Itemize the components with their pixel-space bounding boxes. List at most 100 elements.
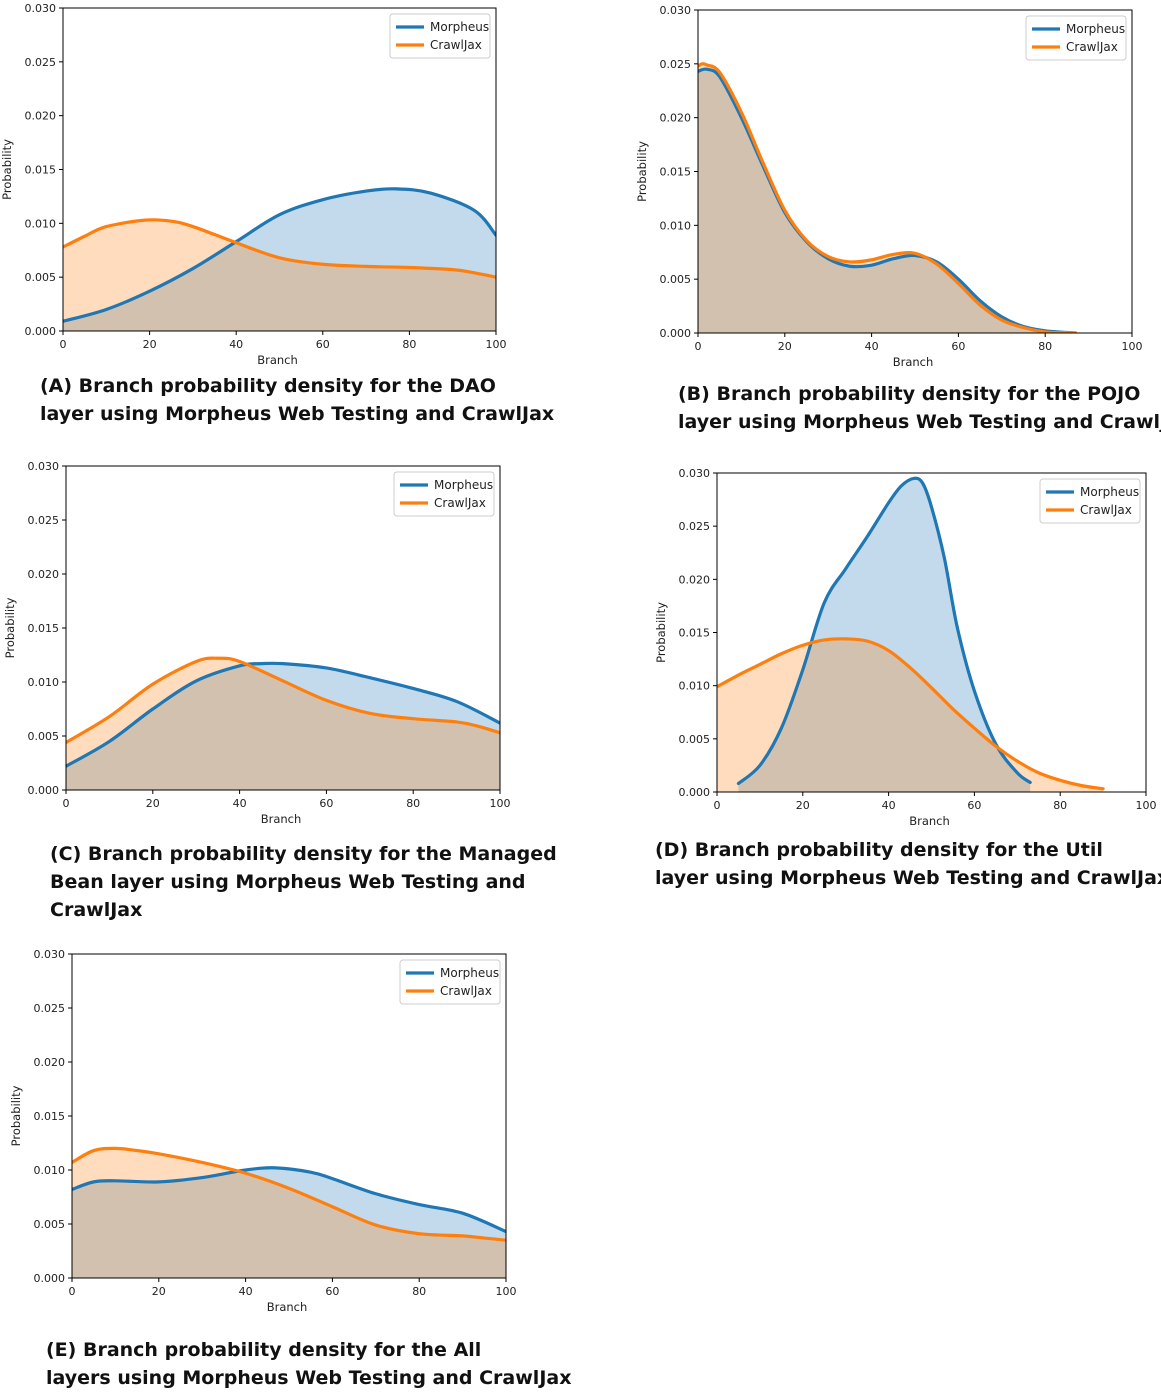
x-axis-label: Branch — [909, 814, 950, 828]
legend-box — [399, 959, 501, 1005]
x-tick-label: 40 — [229, 338, 243, 351]
y-tick-label: 0.030 — [660, 4, 692, 17]
y-tick-label: 0.000 — [28, 784, 60, 797]
y-tick-label: 0.005 — [28, 730, 60, 743]
caption-c-line-3: CrawlJax — [50, 899, 143, 921]
caption-e: (E) Branch probability density for the A… — [46, 1336, 571, 1392]
caption-a-line-1: (A) Branch probability density for the D… — [40, 375, 496, 397]
y-axis-label: Probability — [3, 597, 17, 658]
caption-b: (B) Branch probability density for the P… — [678, 380, 1161, 436]
legend-label-crawljax: CrawlJax — [434, 496, 486, 510]
y-tick-label: 0.010 — [34, 1164, 66, 1177]
legend-label-crawljax: CrawlJax — [1066, 40, 1118, 54]
y-tick-label: 0.015 — [660, 166, 692, 179]
x-tick-label: 80 — [1038, 340, 1052, 353]
line-morpheus — [736, 476, 1032, 786]
x-tick-label: 60 — [325, 1285, 339, 1298]
legend: Morpheus CrawlJax — [1039, 478, 1141, 524]
caption-a: (A) Branch probability density for the D… — [40, 372, 554, 428]
line-crawljax — [66, 656, 500, 745]
caption-e-line-1: (E) Branch probability density for the A… — [46, 1339, 482, 1361]
x-tick-label: 0 — [63, 797, 70, 810]
y-tick-label: 0.030 — [34, 948, 66, 961]
legend-box — [1025, 15, 1127, 61]
legend-label-crawljax: CrawlJax — [1080, 503, 1132, 517]
x-tick-label: 20 — [143, 338, 157, 351]
x-tick-label: 100 — [496, 1285, 517, 1298]
y-axis-label: Probability — [635, 141, 649, 202]
x-axis-label: Branch — [893, 355, 934, 369]
area-crawljax — [66, 658, 500, 790]
x-tick-label: 100 — [490, 797, 511, 810]
x-tick-label: 80 — [1053, 799, 1067, 812]
x-tick-label: 60 — [319, 797, 333, 810]
y-tick-label: 0.025 — [34, 1002, 66, 1015]
y-tick-label: 0.000 — [679, 786, 711, 799]
caption-d-line-1: (D) Branch probability density for the U… — [655, 839, 1103, 861]
y-tick-label: 0.020 — [34, 1056, 66, 1069]
area-crawljax — [63, 219, 496, 331]
legend-label-morpheus: Morpheus — [440, 966, 499, 980]
legend-label-crawljax: CrawlJax — [430, 38, 482, 52]
legend-label-crawljax: CrawlJax — [440, 984, 492, 998]
y-tick-label: 0.015 — [25, 164, 57, 177]
legend-label-morpheus: Morpheus — [430, 20, 489, 34]
y-tick-label: 0.010 — [28, 676, 60, 689]
x-tick-label: 0 — [695, 340, 702, 353]
y-tick-label: 0.000 — [25, 325, 57, 338]
y-tick-label: 0.000 — [660, 327, 692, 340]
area-morpheus — [72, 1167, 506, 1278]
y-tick-label: 0.015 — [34, 1110, 66, 1123]
x-tick-label: 0 — [714, 799, 721, 812]
y-tick-label: 0.030 — [25, 2, 57, 15]
x-tick-label: 40 — [233, 797, 247, 810]
x-tick-label: 100 — [1136, 799, 1157, 812]
y-tick-label: 0.020 — [660, 112, 692, 125]
legend-box — [389, 13, 491, 59]
x-tick-label: 80 — [402, 338, 416, 351]
caption-c-line-1: (C) Branch probability density for the M… — [50, 843, 557, 865]
x-axis-label: Branch — [257, 353, 298, 367]
caption-b-line-1: (B) Branch probability density for the P… — [678, 383, 1141, 405]
line-crawljax — [698, 62, 1078, 333]
legend: Morpheus CrawlJax — [389, 13, 491, 59]
y-axis-label: Probability — [654, 602, 668, 663]
y-tick-label: 0.020 — [28, 568, 60, 581]
y-tick-label: 0.015 — [28, 622, 60, 635]
y-tick-label: 0.000 — [34, 1272, 66, 1285]
y-tick-label: 0.010 — [679, 680, 711, 693]
y-tick-label: 0.005 — [679, 733, 711, 746]
x-tick-label: 20 — [152, 1285, 166, 1298]
caption-b-line-2: layer using Morpheus Web Testing and Cra… — [678, 411, 1161, 433]
x-tick-label: 80 — [412, 1285, 426, 1298]
x-tick-label: 20 — [778, 340, 792, 353]
x-tick-label: 0 — [60, 338, 67, 351]
x-tick-label: 0 — [69, 1285, 76, 1298]
legend-label-morpheus: Morpheus — [434, 478, 493, 492]
area-crawljax — [717, 638, 1104, 792]
y-tick-label: 0.030 — [679, 467, 711, 480]
y-axis-label: Probability — [0, 139, 14, 200]
line-morpheus — [63, 187, 496, 323]
legend: Morpheus CrawlJax — [399, 959, 501, 1005]
caption-c-line-2: Bean layer using Morpheus Web Testing an… — [50, 871, 526, 893]
legend-label-morpheus: Morpheus — [1066, 22, 1125, 36]
caption-d: (D) Branch probability density for the U… — [655, 836, 1161, 892]
y-tick-label: 0.010 — [25, 217, 57, 230]
area-morpheus — [698, 69, 1076, 333]
caption-e-line-2: layers using Morpheus Web Testing and Cr… — [46, 1367, 572, 1389]
y-tick-label: 0.025 — [28, 514, 60, 527]
x-tick-label: 40 — [865, 340, 879, 353]
legend-box — [1039, 478, 1141, 524]
y-tick-label: 0.015 — [679, 627, 711, 640]
legend-label-morpheus: Morpheus — [1080, 485, 1139, 499]
area-morpheus — [63, 188, 496, 331]
x-tick-label: 60 — [951, 340, 965, 353]
caption-a-line-2: layer using Morpheus Web Testing and Cra… — [40, 403, 555, 425]
line-morpheus — [66, 661, 500, 768]
legend: Morpheus CrawlJax — [393, 471, 495, 517]
